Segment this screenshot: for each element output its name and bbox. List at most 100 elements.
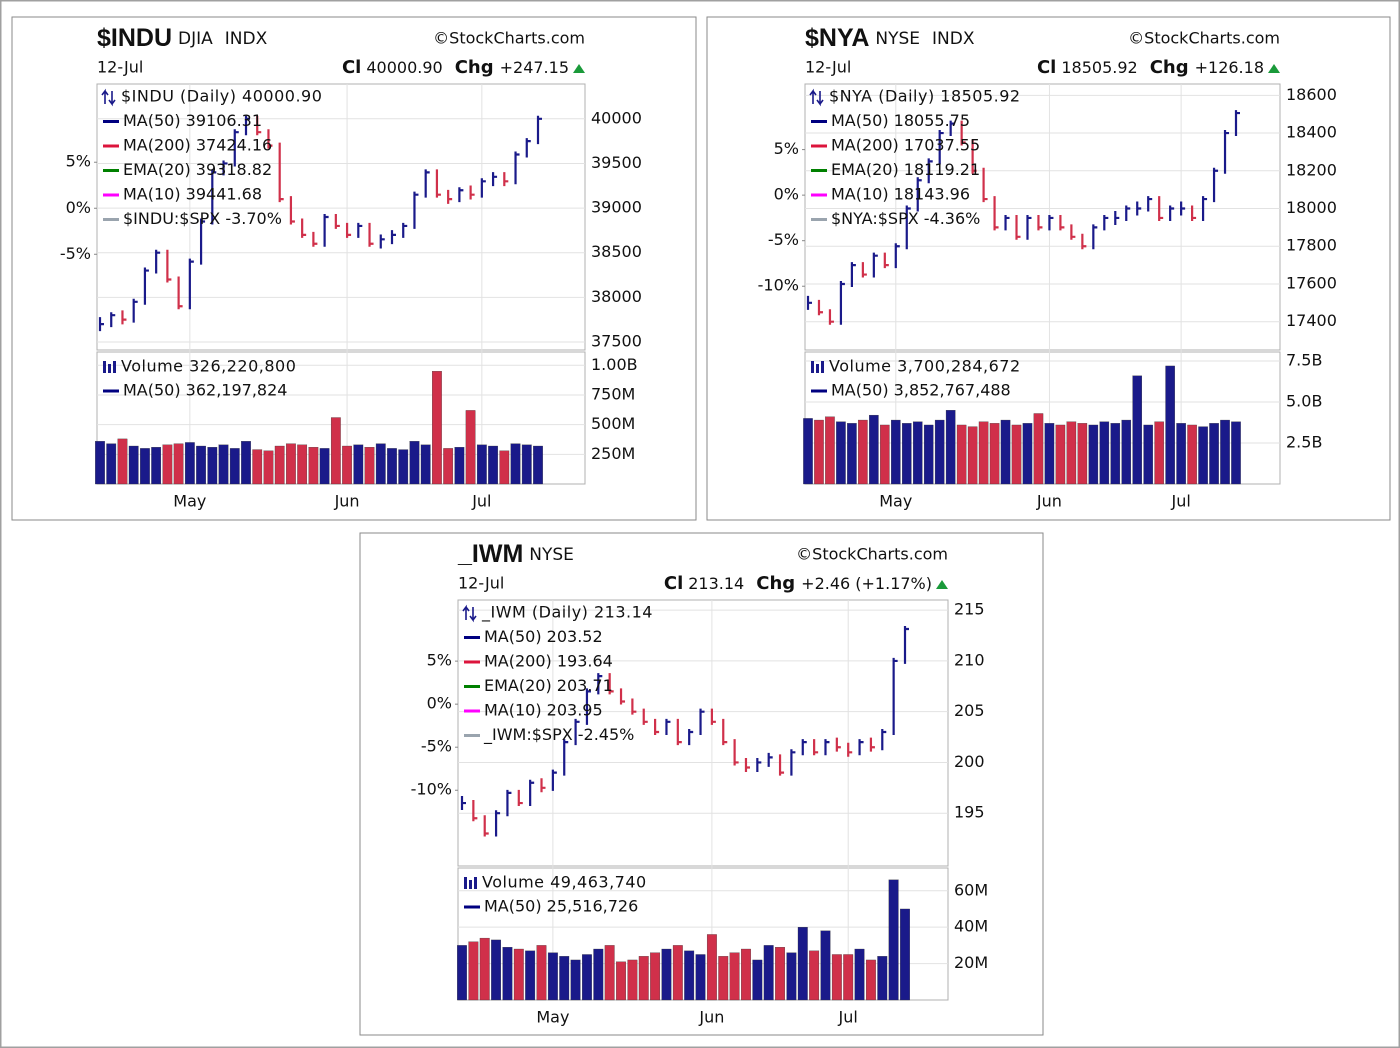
percent-tick-label: -10% (411, 780, 452, 799)
price-bar (211, 169, 217, 225)
date: 12-Jul (458, 574, 504, 593)
volume-bar (967, 426, 978, 485)
volume-bar (252, 449, 263, 485)
month-label: Jul (1170, 492, 1190, 511)
volume-bar (488, 445, 498, 485)
month-label: Jun (698, 1008, 724, 1027)
month-label: May (879, 492, 912, 511)
price-bar (971, 139, 977, 174)
volume-bar (604, 945, 615, 1001)
price-bar (850, 262, 856, 287)
index-type: INDX (932, 29, 975, 49)
volume-bar (457, 945, 467, 1001)
price-tick-label: 18400 (1286, 123, 1337, 142)
overlay-legend: EMA(20) 203.71 (484, 676, 613, 695)
price-tick-label: 210 (954, 650, 985, 669)
updown-icon (809, 88, 824, 107)
price-bar (435, 169, 441, 198)
price-bar (480, 178, 486, 198)
price-bar (1191, 205, 1197, 221)
price-panel (457, 599, 949, 867)
volume-bar (1121, 419, 1132, 485)
volume-bar (752, 959, 763, 1001)
watermark: ©StockCharts.com (796, 545, 948, 564)
volume-bar (1176, 423, 1186, 485)
volume-bar (684, 950, 695, 1001)
volume-tick-label: 5.0B (1286, 392, 1322, 411)
price-bar (447, 189, 453, 204)
price-bar (121, 310, 127, 325)
month-label: May (536, 1008, 569, 1027)
volume-bar (454, 447, 465, 485)
volume-bar (616, 961, 626, 1001)
volume-bar (151, 447, 162, 485)
volume-bar (510, 443, 521, 485)
close: 213.14 (688, 574, 744, 593)
chart-frame (706, 16, 1391, 521)
volume-bar (319, 448, 330, 485)
close-label: Cl (1037, 57, 1056, 78)
volume-bar (661, 948, 672, 1001)
volume-bar (891, 419, 901, 485)
symbol: $NYA (805, 24, 869, 52)
volume-bar (729, 952, 740, 1001)
volume-bar (1154, 421, 1164, 485)
volume-bar (559, 956, 570, 1001)
volume-bar (869, 414, 879, 485)
percent-tick-label: -5% (768, 230, 799, 249)
price-bar (688, 728, 694, 746)
volume-tick-label: 2.5B (1286, 433, 1322, 452)
price-bar (514, 151, 520, 185)
volume-bar (218, 444, 229, 485)
price-tick-label: 17600 (1286, 273, 1337, 292)
close-label: Cl (342, 57, 361, 78)
volume-bar (814, 419, 824, 485)
price-bar (1081, 233, 1087, 250)
volume-bar (476, 444, 487, 485)
volume-ma-legend: MA(50) 362,197,824 (123, 381, 287, 400)
price-bar (529, 779, 535, 807)
price-bar (483, 815, 489, 837)
overlay-legend: _IWM:$SPX -2.45% (483, 725, 634, 745)
chart-header: _IWM NYSE (457, 540, 574, 568)
updown-icon (462, 604, 477, 623)
volume-bar (95, 441, 105, 485)
volume-icon (108, 364, 111, 373)
price-bar (563, 739, 569, 776)
price-bar (98, 317, 104, 332)
price-bar (1180, 201, 1186, 216)
volume-bar (330, 417, 341, 485)
price-bar (806, 295, 812, 310)
volume-bar (775, 947, 785, 1001)
month-label: Jun (1036, 492, 1062, 511)
price-bar (993, 196, 999, 231)
volume-tick-label: 250M (591, 444, 635, 463)
volume-bar (820, 930, 831, 1001)
price-bar (905, 205, 911, 250)
price-bar (828, 309, 834, 325)
percent-tick-label: 5% (427, 651, 452, 670)
volume-bar (207, 447, 218, 485)
volume-bar (1143, 424, 1153, 485)
price-bar (756, 757, 762, 772)
volume-bar (173, 443, 184, 485)
price-bar (778, 754, 785, 776)
volume-bar (263, 450, 274, 485)
date: 12-Jul (97, 58, 143, 77)
price-bar (881, 728, 887, 751)
volume-bar (1000, 419, 1011, 485)
volume-bar (387, 448, 397, 485)
price-bar (278, 142, 284, 203)
price-bar (517, 789, 523, 807)
overlay-legend: EMA(20) 18119.21 (831, 160, 980, 179)
price-bar (1092, 224, 1098, 250)
overlay-legend: MA(200) 37424.16 (123, 136, 272, 155)
price-bar (536, 115, 542, 145)
price-tick-label: 17400 (1286, 311, 1337, 330)
volume-bar (106, 443, 117, 485)
price-bar (267, 129, 273, 149)
volume-icon (113, 361, 116, 373)
chg: +247.15 (500, 58, 569, 77)
volume-icon (474, 877, 477, 889)
volume-bar (854, 948, 865, 1001)
